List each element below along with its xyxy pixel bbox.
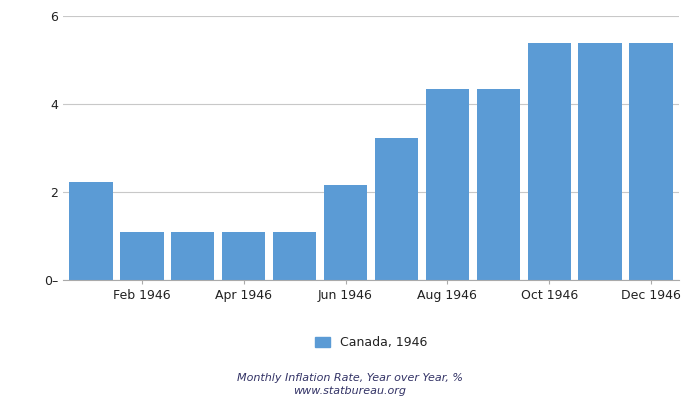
Bar [629,43,673,280]
Bar [477,89,520,280]
Text: Monthly Inflation Rate, Year over Year, %: Monthly Inflation Rate, Year over Year, … [237,373,463,383]
Bar [578,43,622,280]
Bar [374,138,418,280]
Bar [120,232,164,280]
Bar [69,182,113,280]
Text: www.statbureau.org: www.statbureau.org [293,386,407,396]
Bar [222,232,265,280]
Bar [273,232,316,280]
Bar [426,89,469,280]
Bar [172,232,214,280]
Legend: Canada, 1946: Canada, 1946 [310,331,432,354]
Bar [528,43,570,280]
Bar [324,184,368,280]
